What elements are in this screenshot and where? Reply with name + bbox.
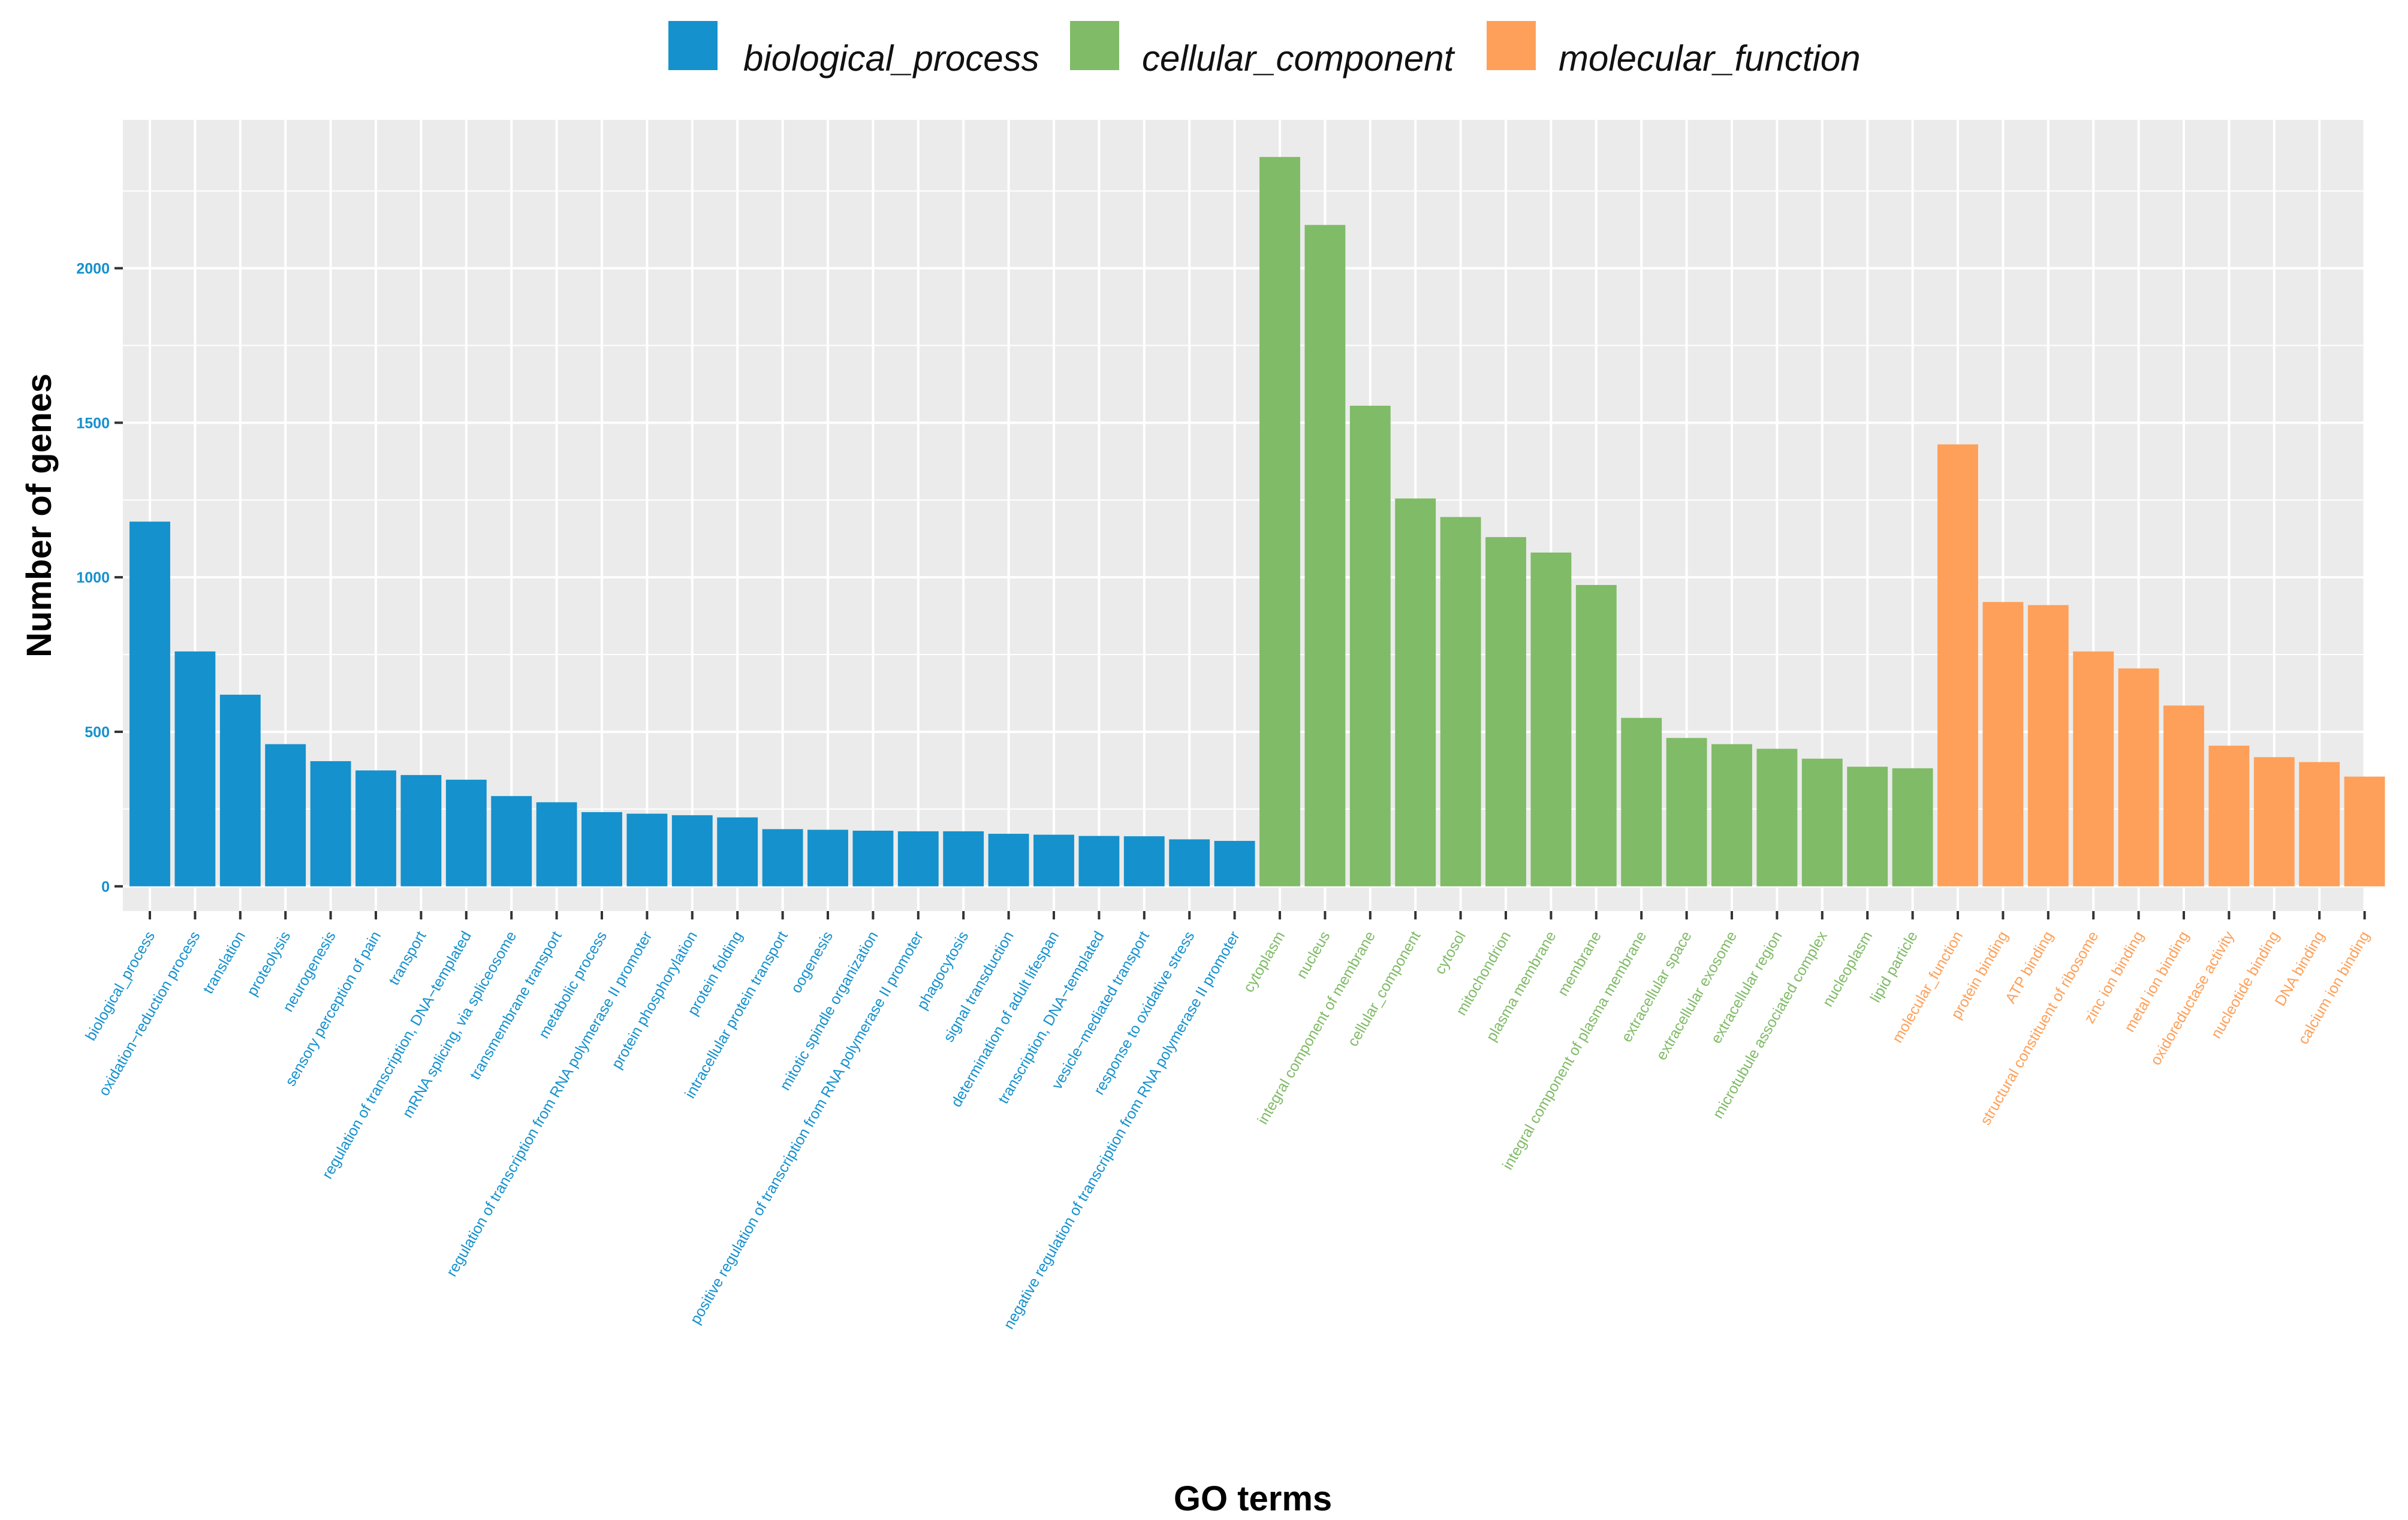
bar [1756,749,1798,886]
bar [1485,537,1526,886]
bar [988,834,1029,886]
y-tick-label: 2000 [76,261,110,278]
bar [1982,602,2024,886]
bar [1214,840,1255,886]
x-tick-label: transmembrane transport [466,928,565,1082]
bar [2073,651,2114,886]
bar [671,815,713,886]
legend-label: cellular_component [1142,38,1455,79]
bar [1801,758,1843,886]
y-axis-title: Number of genes [20,373,59,658]
bar [400,775,442,886]
bar [1440,517,1481,886]
bar [1078,836,1120,886]
y-tick-label: 1000 [76,569,110,586]
bar [1666,738,1707,886]
x-tick-label: transport [385,928,430,988]
bar [129,521,170,886]
bar [310,761,351,886]
bar [1395,498,1436,886]
bar [265,744,306,886]
bar [2344,776,2385,886]
bars [129,156,2385,886]
y-axis: 0 500 1000 1500 2000 [76,261,123,895]
bar [445,779,487,886]
bar [2299,762,2340,886]
bar [1575,585,1617,886]
x-tick-label: membrane [1554,928,1605,999]
bar [2208,746,2250,886]
x-tick-label: translation [200,928,249,997]
bar [536,802,577,886]
bar [355,770,396,886]
x-axis-title: GO terms [1174,1479,1332,1518]
bar [2118,668,2159,886]
bar [491,796,532,886]
y-tick-label: 0 [101,879,110,895]
bar [1259,156,1300,886]
legend-key [668,21,718,70]
bar [852,830,894,886]
legend-key [1070,21,1119,70]
x-tick-label: oogenesis [788,928,836,996]
bar [2253,757,2295,886]
x-tick-label: nucleus [1293,928,1333,982]
x-tick-label: cytosol [1431,928,1469,977]
bar [1304,225,1346,886]
x-tick-label: proteolysis [243,928,294,999]
x-tick-label: oxidoreductase activity [2147,928,2238,1068]
bar [1033,834,1074,886]
bar [943,831,984,886]
bar [626,813,668,886]
bar [1621,717,1662,886]
bar [1937,444,1978,886]
bar [219,695,261,886]
bar [1123,836,1165,886]
legend-label: biological_process [743,38,1039,79]
legend: biological_process cellular_component mole… [668,21,1861,79]
x-tick-label: protein phosphorylation [608,928,701,1072]
bar [2027,605,2069,886]
bar [174,651,216,886]
legend-key [1487,21,1536,70]
x-tick-label: extracellular exosome [1653,928,1740,1063]
bar [1169,839,1210,886]
bar [581,812,622,886]
bar [1530,552,1572,886]
bar [717,817,758,886]
legend-label: molecular_function [1559,38,1861,79]
bar [2163,705,2204,886]
bar [1892,768,1933,886]
x-tick-label: positive regulation of transcription fro… [687,928,927,1327]
bar [807,830,848,886]
y-tick-label: 500 [85,724,110,741]
bar [1847,767,1888,886]
y-tick-label: 1500 [76,415,110,432]
bar [897,831,939,886]
bar [762,829,803,886]
bar [1349,405,1391,886]
bar [1711,744,1752,886]
x-tick-label: lipid particle [1867,928,1921,1005]
x-tick-label: cytoplasm [1240,928,1289,995]
